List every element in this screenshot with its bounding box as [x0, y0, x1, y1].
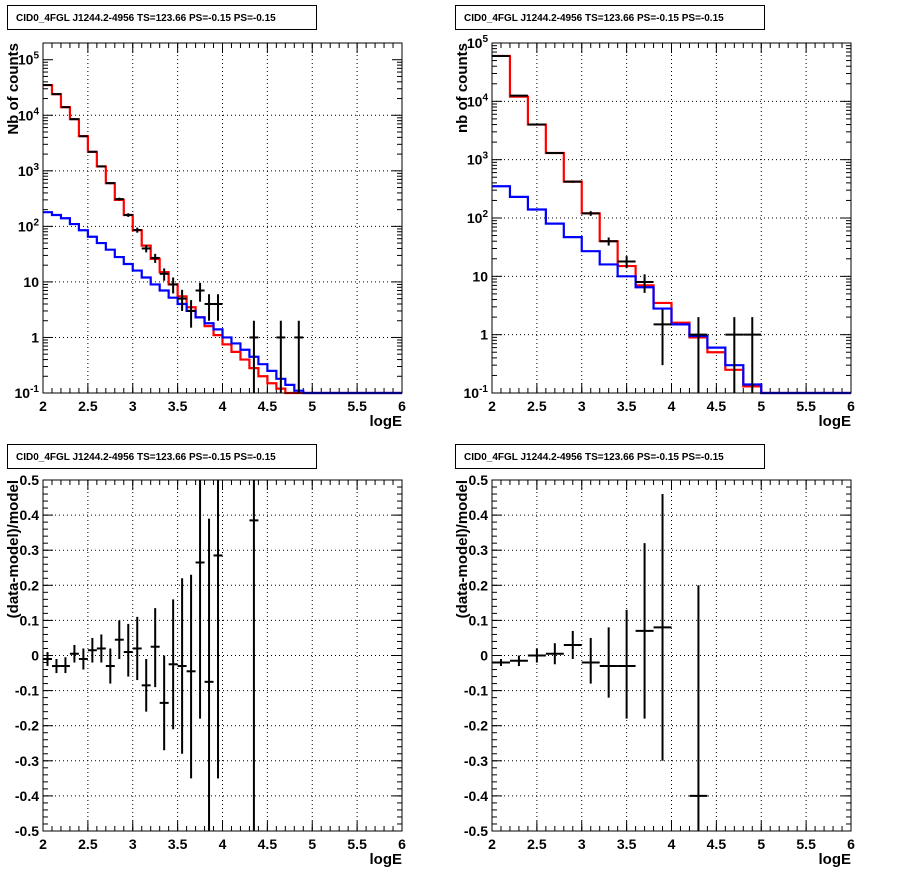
y-tick-label: 0.4: [20, 507, 40, 523]
y-tick-label: 10: [472, 268, 488, 284]
x-tick-label: 2.5: [78, 836, 98, 852]
x-tick-label: 5.5: [347, 836, 367, 852]
x-tick-label: 6: [847, 398, 855, 414]
x-axis-label: logE: [819, 851, 852, 868]
y-tick-label: 1: [480, 327, 488, 343]
y-tick-label: 10-1: [464, 384, 489, 401]
y-axis-label: (data-model)/model: [5, 480, 22, 618]
x-tick-label: 4: [219, 836, 227, 852]
x-axis-label: logE: [370, 851, 403, 868]
x-tick-label: 2.5: [78, 398, 98, 414]
y-tick-label: -0.2: [15, 718, 39, 734]
plot-frame: [491, 479, 852, 832]
y-tick-label: -0.2: [464, 718, 488, 734]
y-tick-label: 103: [467, 151, 489, 168]
x-tick-label: 2.5: [527, 398, 547, 414]
y-tick-label: 0.2: [20, 577, 40, 593]
x-tick-label: 4.5: [707, 836, 727, 852]
x-tick-label: 4.5: [258, 398, 278, 414]
y-tick-label: -0.5: [15, 823, 39, 839]
y-tick-label: -0.3: [464, 753, 488, 769]
y-tick-label: 104: [18, 106, 40, 123]
y-tick-label: 0.5: [20, 472, 40, 488]
plot-frame: [491, 42, 852, 394]
plot-title-bottom-right: CID0_4FGL J1244.2-4956 TS=123.66 PS=-0.1…: [455, 444, 765, 469]
y-tick-label: 0.3: [20, 542, 40, 558]
plot-frame: [42, 479, 403, 832]
y-tick-label: 102: [18, 217, 40, 234]
y-tick-label: 1: [31, 329, 39, 345]
model-source-line: [43, 211, 402, 395]
x-tick-label: 5: [308, 398, 316, 414]
y-tick-label: 10: [23, 274, 39, 290]
y-tick-label: 0.3: [469, 542, 489, 558]
y-axis-label: (data-model)/model: [454, 480, 471, 618]
x-tick-label: 4: [219, 398, 227, 414]
x-tick-label: 5: [757, 836, 765, 852]
y-tick-label: 0.1: [469, 612, 489, 628]
y-tick-label: 10-1: [15, 384, 40, 401]
x-tick-label: 6: [398, 836, 406, 852]
y-tick-label: 0.5: [469, 472, 489, 488]
y-tick-label: 0.1: [20, 612, 40, 628]
x-axis-label: logE: [819, 413, 852, 430]
x-tick-label: 3: [578, 836, 586, 852]
x-tick-label: 3: [129, 836, 137, 852]
x-tick-label: 4.5: [707, 398, 727, 414]
x-tick-label: 5.5: [347, 398, 367, 414]
y-tick-label: 0.2: [469, 577, 489, 593]
x-tick-label: 2: [488, 398, 496, 414]
plot-title-bottom-left: CID0_4FGL J1244.2-4956 TS=123.66 PS=-0.1…: [7, 444, 317, 469]
x-tick-label: 2: [39, 836, 47, 852]
x-tick-label: 3.5: [168, 836, 188, 852]
x-tick-label: 5: [757, 398, 765, 414]
y-tick-label: -0.4: [464, 788, 488, 804]
model-source-line: [492, 185, 851, 395]
y-tick-label: 104: [467, 92, 489, 109]
y-tick-label: 0: [31, 648, 39, 664]
x-axis-label: logE: [370, 413, 403, 430]
y-tick-label: 105: [467, 34, 489, 51]
plot-1: 2 2.5 3 3.5 4 4.5 5 5.5 6 10-1 1 10 102 103 104 105 logE…: [454, 34, 855, 430]
x-tick-label: 5.5: [796, 398, 816, 414]
x-tick-label: 2: [488, 836, 496, 852]
plot-area: [492, 43, 851, 393]
plot-2: 2 2.5 3 3.5 4 4.5 5 5.5 6 -0.5 -0.4 -0.3 -0.2 -0.1 0 0.…: [5, 472, 406, 868]
x-tick-label: 4.5: [258, 836, 278, 852]
y-tick-label: 105: [18, 51, 40, 68]
y-tick-label: 102: [467, 209, 489, 226]
x-tick-label: 2: [39, 398, 47, 414]
y-tick-label: 103: [18, 162, 40, 179]
x-tick-label: 3: [129, 398, 137, 414]
plot-title-top-right: CID0_4FGL J1244.2-4956 TS=123.66 PS=-0.1…: [455, 5, 765, 30]
plot-3: 2 2.5 3 3.5 4 4.5 5 5.5 6 -0.5 -0.4 -0.3 -0.2 -0.1 0 0.…: [454, 472, 855, 868]
x-tick-label: 2.5: [527, 836, 547, 852]
x-tick-label: 3.5: [617, 398, 637, 414]
x-tick-label: 5: [308, 836, 316, 852]
x-tick-label: 3.5: [617, 836, 637, 852]
x-tick-label: 3: [578, 398, 586, 414]
y-axis-label: nb of counts: [454, 43, 471, 133]
x-tick-label: 6: [847, 836, 855, 852]
x-tick-label: 4: [668, 836, 676, 852]
y-tick-label: 0: [480, 648, 488, 664]
y-tick-label: -0.1: [15, 683, 39, 699]
y-tick-label: -0.3: [15, 753, 39, 769]
x-tick-label: 4: [668, 398, 676, 414]
plot-frame: [42, 42, 403, 394]
x-tick-label: 5.5: [796, 836, 816, 852]
x-tick-label: 6: [398, 398, 406, 414]
plot-title-top-left: CID0_4FGL J1244.2-4956 TS=123.66 PS=-0.1…: [7, 5, 317, 30]
x-tick-label: 3.5: [168, 398, 188, 414]
y-tick-label: 0.4: [469, 507, 489, 523]
plot-0: 2 2.5 3 3.5 4 4.5 5 5.5 6 10-1 1 10 102 103 104 105 logE…: [5, 42, 406, 430]
y-tick-label: -0.4: [15, 788, 39, 804]
y-tick-label: -0.5: [464, 823, 488, 839]
y-tick-label: -0.1: [464, 683, 488, 699]
y-axis-label: Nb of counts: [5, 43, 22, 135]
